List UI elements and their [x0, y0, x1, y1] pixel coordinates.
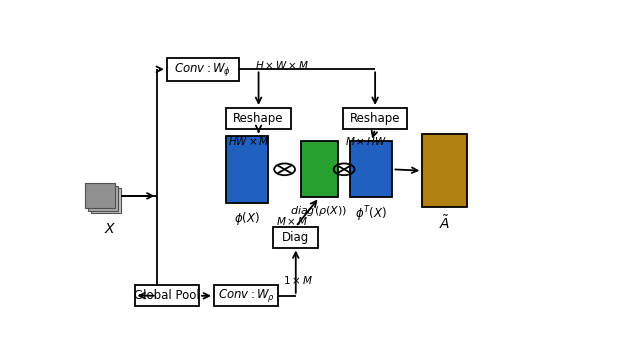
Text: $H \times W \times M$: $H \times W \times M$ [255, 59, 308, 71]
Text: $Conv: W_{\phi}$: $Conv: W_{\phi}$ [174, 61, 231, 78]
Text: $\tilde{A}$: $\tilde{A}$ [439, 214, 450, 232]
Text: $M \times M$: $M \times M$ [276, 215, 308, 227]
Bar [214, 285, 278, 306]
Text: Diag: Diag [282, 231, 309, 244]
Bar [85, 183, 115, 208]
Bar [91, 188, 121, 213]
Bar [301, 142, 338, 197]
Text: Global Pool: Global Pool [134, 289, 200, 302]
Bar [343, 108, 408, 129]
Text: $1 \times M$: $1 \times M$ [284, 274, 314, 286]
Text: Reshape: Reshape [350, 112, 401, 125]
Bar [88, 185, 118, 211]
Text: $HW \times M$: $HW \times M$ [228, 135, 269, 147]
Bar [227, 136, 269, 203]
Text: $M \times HW$: $M \times HW$ [346, 135, 387, 147]
Bar [422, 134, 467, 207]
Bar [227, 108, 291, 129]
Text: Reshape: Reshape [234, 112, 284, 125]
Bar [134, 285, 199, 306]
Text: $diag(\rho(X))$: $diag(\rho(X))$ [291, 204, 348, 218]
Bar [167, 57, 239, 81]
Text: $Conv: W_{\rho}$: $Conv: W_{\rho}$ [218, 287, 275, 304]
Bar [350, 142, 392, 197]
Text: $X$: $X$ [104, 223, 116, 236]
Text: $\phi(X)$: $\phi(X)$ [234, 210, 260, 227]
Text: $\phi^T(X)$: $\phi^T(X)$ [355, 204, 387, 224]
Bar [273, 227, 318, 248]
